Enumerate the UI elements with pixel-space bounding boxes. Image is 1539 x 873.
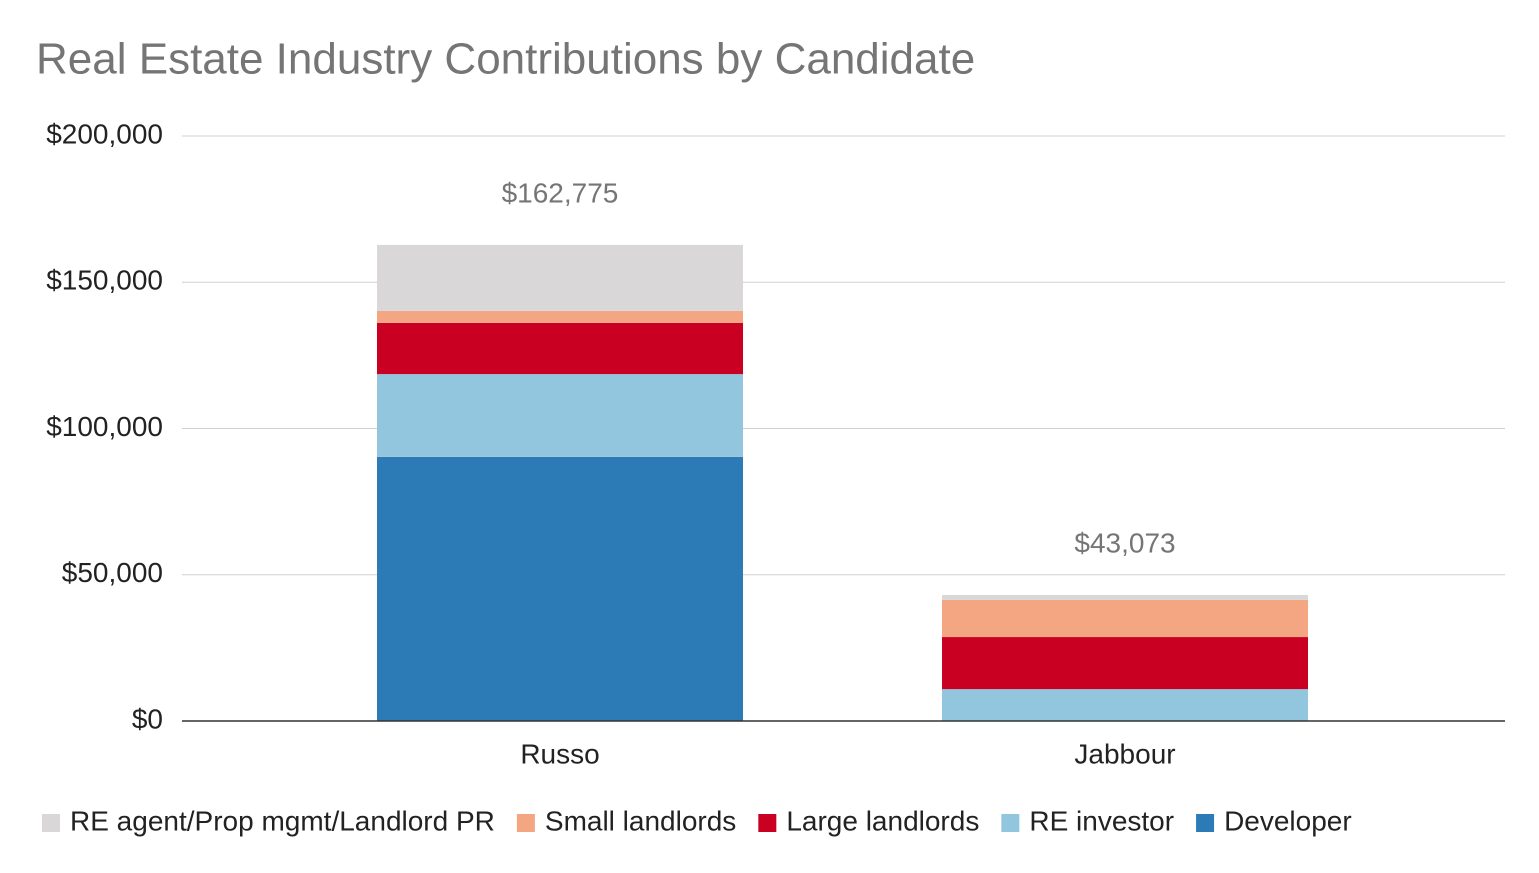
bar-segment (942, 595, 1308, 600)
total-label: $43,073 (1074, 527, 1175, 558)
y-tick-label: $200,000 (46, 118, 163, 149)
legend-label: Large landlords (786, 805, 979, 836)
y-tick-label: $50,000 (62, 557, 163, 588)
x-tick-label: Jabbour (1074, 738, 1175, 769)
bar-segment (377, 374, 743, 457)
x-tick-label: Russo (520, 738, 599, 769)
legend-label: Developer (1224, 805, 1352, 836)
bar-segment (942, 637, 1308, 690)
bar-segment (377, 310, 743, 323)
legend-swatch (1196, 814, 1215, 832)
legend-label: RE agent/Prop mgmt/Landlord PR (70, 805, 495, 836)
bar-segment (377, 244, 743, 311)
legend-label: Small landlords (545, 805, 736, 836)
legend-swatch (516, 814, 535, 832)
chart-title: Real Estate Industry Contributions by Ca… (36, 35, 975, 84)
y-tick-label: $0 (132, 703, 163, 734)
legend-swatch (42, 814, 60, 832)
total-label: $162,775 (502, 177, 619, 208)
legend-label: RE investor (1029, 805, 1174, 836)
bar-segment (377, 456, 743, 721)
y-tick-label: $100,000 (46, 411, 163, 442)
legend-swatch (1001, 814, 1020, 832)
y-tick-label: $150,000 (46, 265, 163, 296)
legend-swatch (758, 814, 777, 832)
bar-segment (377, 322, 743, 375)
bar-segment (942, 599, 1308, 638)
bar-segment (942, 689, 1308, 721)
